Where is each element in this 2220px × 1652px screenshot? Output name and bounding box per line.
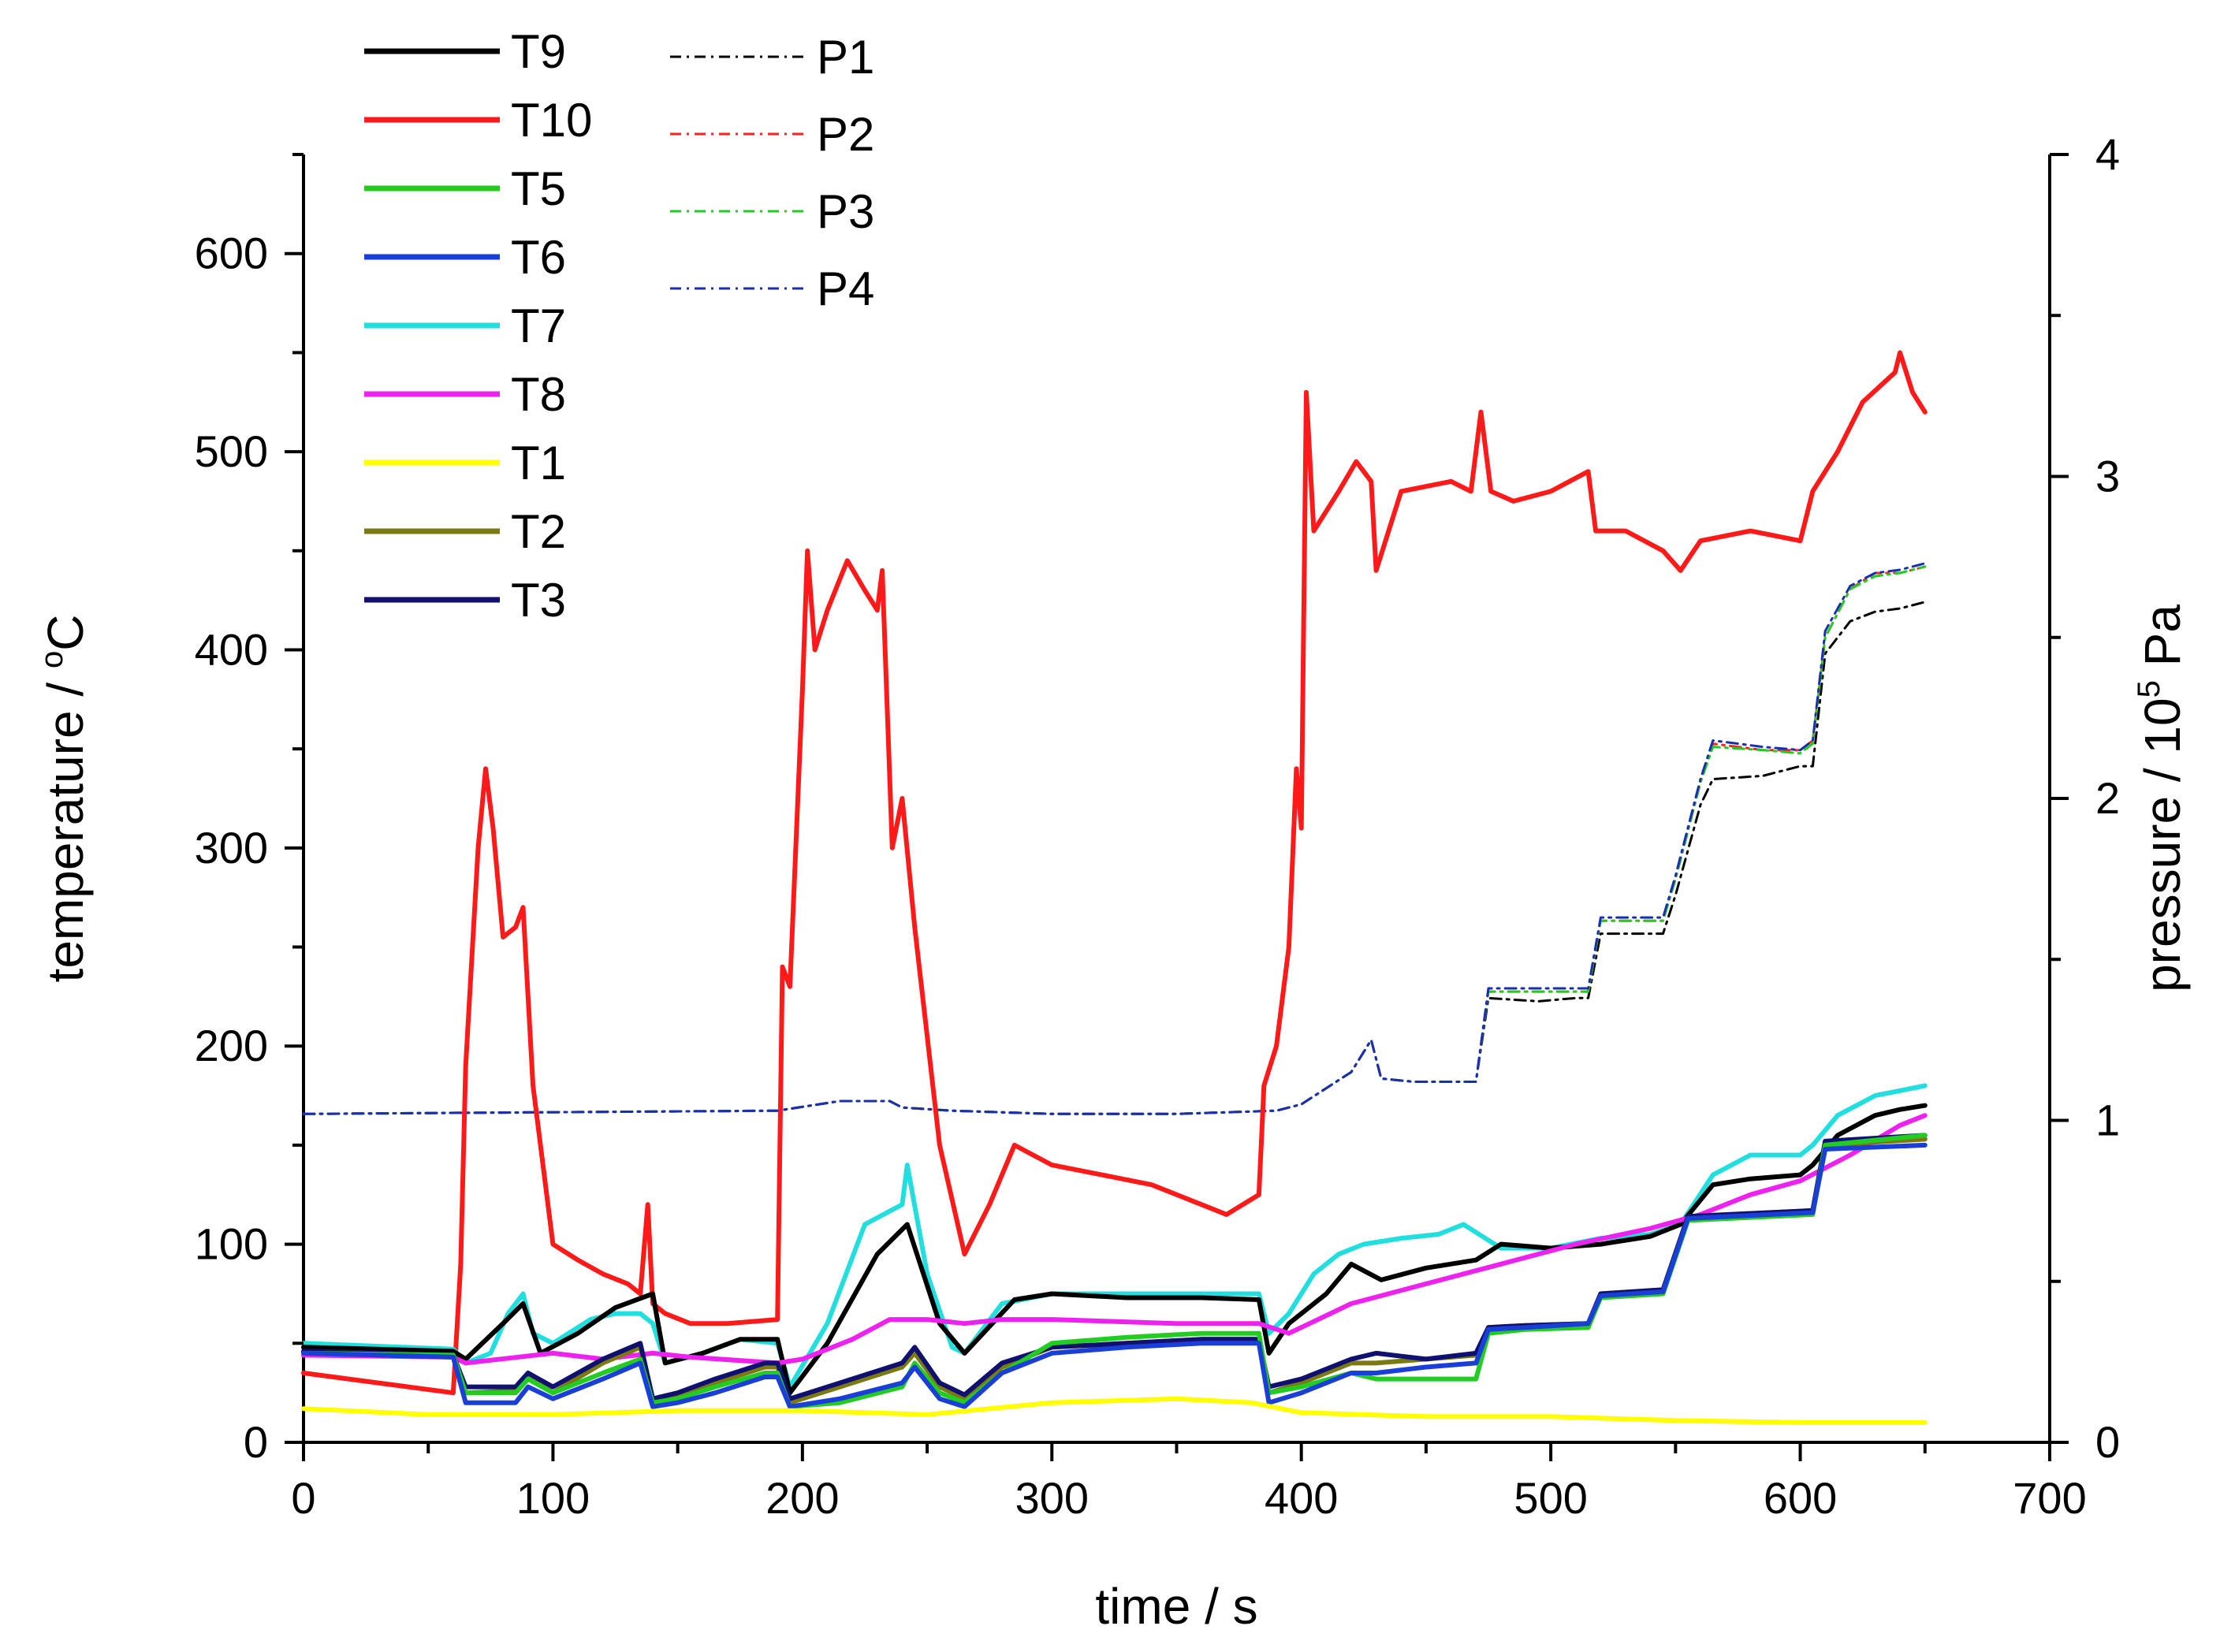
axis-ticks: 0 100 200 300 400 500 600 700010020030040050060… [195, 129, 2121, 1523]
x-axis-title: time / s [1095, 1578, 1257, 1635]
legend-label-t8: T8 [511, 368, 566, 421]
x-tick-label: 400 [1265, 1473, 1338, 1523]
legend-label-t7: T7 [511, 300, 566, 352]
y2-axis-title-unit: Pa [2134, 605, 2191, 680]
y-axis-title-degree: o [35, 651, 69, 668]
y2-axis-title: pressure / 105 Pa [2132, 605, 2191, 992]
series-line-t3 [301, 1133, 1928, 1401]
legend-label-t10: T10 [511, 94, 592, 147]
legend: T9 T10 T5 T6 T7 T8 T1 T2 T3 P1 P2 P3 P4 [364, 25, 874, 627]
y-tick-label: 400 [195, 624, 268, 674]
series-line-t8 [301, 1113, 1928, 1366]
x-tick-label: 0 [291, 1473, 315, 1523]
legend-label-p1: P1 [817, 31, 874, 84]
x-tick-label: 500 [1514, 1473, 1587, 1523]
x-tick-label: 100 [516, 1473, 590, 1523]
plot-area [301, 350, 1928, 1425]
series-line-p3 [302, 565, 1927, 1115]
legend-label-t9: T9 [511, 25, 566, 78]
y2-axis-title-prefix: pressure / 10 [2134, 698, 2191, 992]
legend-label-t5: T5 [511, 162, 566, 215]
legend-label-t3: T3 [511, 574, 566, 627]
y2-axis-title-exp: 5 [2132, 680, 2166, 698]
legend-label-p3: P3 [817, 185, 874, 238]
series-line-p2 [302, 565, 1927, 1115]
y-tick-label: 300 [195, 823, 268, 873]
series-line-t6 [301, 1142, 1928, 1409]
y-tick-label: 500 [195, 426, 268, 476]
y-tick-label: 0 [244, 1417, 268, 1467]
legend-label-t6: T6 [511, 231, 566, 284]
y2-tick-label: 0 [2095, 1417, 2120, 1467]
y2-tick-label: 1 [2095, 1096, 2120, 1145]
series-line-t10 [301, 350, 1928, 1396]
y2-tick-label: 2 [2095, 773, 2120, 823]
y-tick-label: 200 [195, 1021, 268, 1070]
y-axis-title: temperature / oC [35, 615, 94, 983]
y-tick-label: 600 [195, 229, 268, 278]
legend-label-p2: P2 [817, 108, 874, 161]
y-axis-title-prefix: temperature / [37, 668, 94, 982]
legend-label-t1: T1 [511, 437, 566, 489]
x-tick-label: 600 [1764, 1473, 1837, 1523]
x-tick-label: 300 [1015, 1473, 1089, 1523]
y-axis-title-unit: C [37, 615, 94, 651]
legend-label-t2: T2 [511, 505, 566, 558]
series-line-t1 [301, 1396, 1928, 1425]
x-tick-label: 700 [2013, 1473, 2086, 1523]
y-tick-label: 100 [195, 1219, 268, 1269]
series-line-p4 [302, 562, 1927, 1115]
y2-tick-label: 4 [2095, 129, 2120, 179]
legend-label-p4: P4 [817, 262, 874, 315]
y2-tick-label: 3 [2095, 452, 2120, 501]
x-tick-label: 200 [765, 1473, 839, 1523]
series-line-t9 [301, 1103, 1928, 1396]
